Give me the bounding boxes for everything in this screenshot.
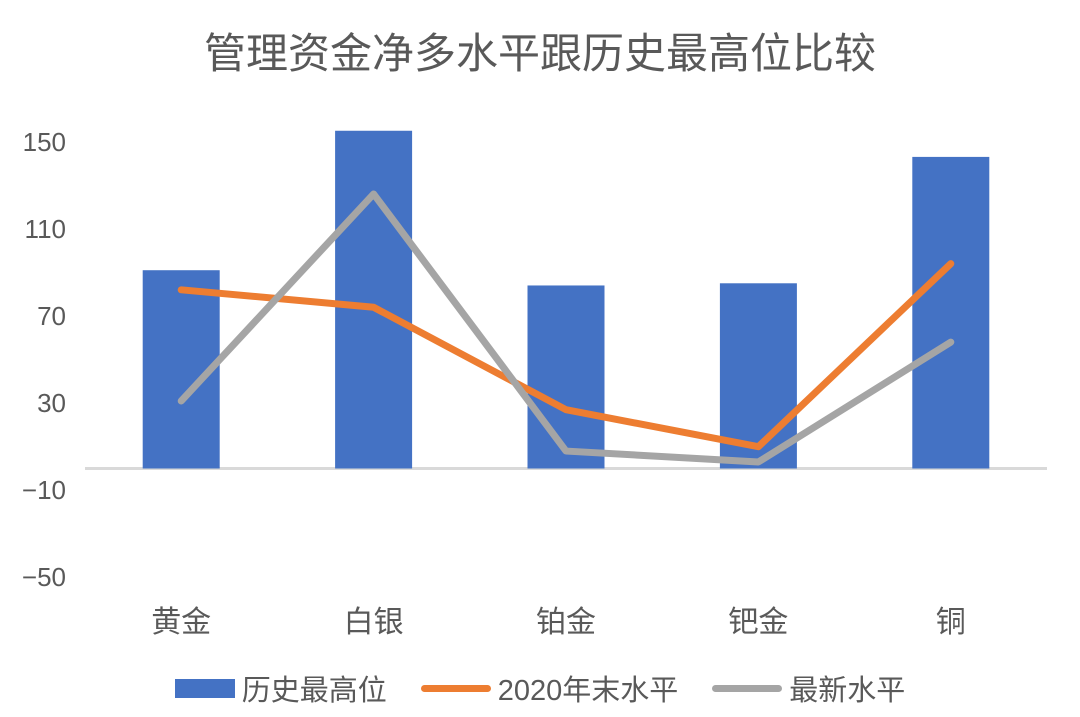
legend-item-historical-max: 历史最高位 (174, 667, 387, 709)
legend: 历史最高位 2020年末水平 最新水平 (0, 667, 1080, 709)
bar-series-swatch-icon (174, 678, 235, 698)
orange-line-swatch-icon (420, 684, 491, 692)
line-series-2020年末水平 (177, 260, 955, 451)
y-tick-label: −50 (21, 562, 66, 593)
y-tick-label: 150 (22, 126, 66, 157)
y-tick-label: 30 (37, 388, 66, 419)
chart-title: 管理资金净多水平跟历史最高位比较 (203, 30, 876, 77)
legend-label-2020-year-end: 2020年末水平 (497, 675, 679, 707)
bar-铂金 (527, 285, 605, 469)
bar-铜 (912, 156, 990, 469)
legend-item-2020-year-end: 2020年末水平 (420, 667, 679, 709)
y-tick-label: 70 (37, 300, 66, 331)
bar-白银 (335, 130, 413, 469)
y-tick-label: 110 (24, 213, 66, 244)
legend-item-latest-level: 最新水平 (712, 667, 905, 709)
gray-line-swatch-icon (712, 684, 783, 692)
y-tick-label: −10 (21, 475, 66, 506)
y-axis: 150 110 70 30 −10 −50 (0, 0, 66, 717)
bar-钯金 (719, 283, 797, 469)
legend-label-historical-max: 历史最高位 (241, 675, 387, 707)
line-series-最新水平 (177, 190, 955, 466)
legend-label-latest-level: 最新水平 (789, 675, 906, 707)
